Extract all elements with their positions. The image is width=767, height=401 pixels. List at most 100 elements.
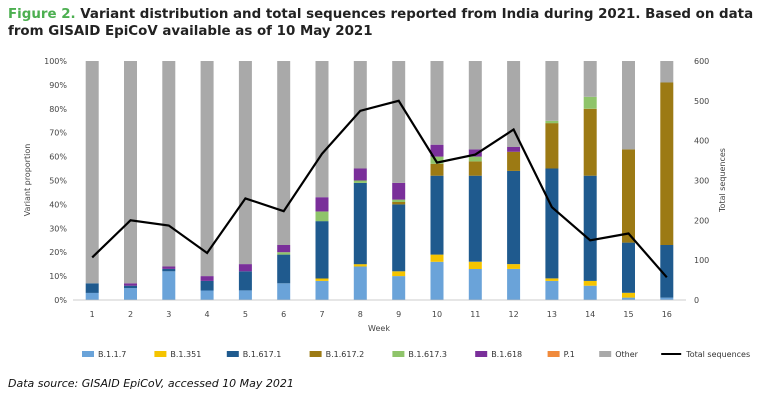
bar-b-1-618-week-7 [315,197,329,212]
bar-b-1-618-week-3 [162,266,176,269]
bar-b-1-617-1-week-9 [392,204,406,272]
legend-swatch [154,351,167,357]
bar-b-1-617-2-week-13 [545,123,559,169]
bar-b-1-617-3-week-8 [353,180,367,183]
bar-b-1-1-7-week-16 [660,297,674,300]
x-tick-label: 12 [509,310,519,319]
variant-chart: 0%10%20%30%40%50%60%70%80%90%100% 010020… [23,57,750,359]
bar-b-1-618-week-10 [430,144,444,157]
y-tick-label: 0% [54,296,67,305]
y-tick-label: 80% [49,105,67,114]
x-tick-label: 10 [432,310,442,319]
bar-other-week-9 [392,61,406,183]
bar-b-1-351-week-14 [583,280,597,286]
legend-label: B.1.618 [491,350,522,359]
bar-b-1-617-2-week-15 [622,149,635,243]
bar-b-1-617-1-week-2 [124,285,137,289]
y2-tick-label: 400 [694,137,709,146]
x-tick-label: 11 [470,310,480,319]
x-tick-label: 14 [585,310,595,319]
legend-label: B.1.351 [170,350,201,359]
bar-layer [85,61,674,300]
bar-other-week-16 [660,61,674,83]
x-tick-label: 1 [90,310,95,319]
x-tick-label: 2 [128,310,133,319]
bar-b-1-617-2-week-16 [660,82,674,245]
bar-b-1-617-2-week-12 [507,151,521,171]
bar-b-1-1-7-week-15 [622,297,635,300]
y-axis-ticks: 0% 10% 20% 30% 40% 50% 60% 70% 80% 90% 100% [44,57,67,305]
figure-title-text: Variant distribution and total sequences… [8,7,754,39]
bar-b-1-351-week-11 [468,261,482,269]
bar-other-week-1 [85,61,99,284]
legend: B.1.1.7 B.1.351 B.1.617.1 B.1.617.2 B.1.617.… [82,350,750,359]
bar-b-1-1-7-week-10 [430,261,444,300]
bar-b-1-617-3-week-10 [430,156,444,164]
bar-b-1-1-7-week-4 [200,290,214,300]
bar-other-week-14 [583,61,597,97]
bar-other-week-6 [277,61,291,245]
legend-swatch [82,351,94,357]
x-tick-label: 7 [319,310,324,319]
x-tick-label: 16 [662,310,672,319]
bar-b-1-617-3-week-13 [545,120,559,124]
bar-b-1-617-1-week-11 [468,175,482,262]
y-tick-label: 70% [49,129,67,138]
bar-b-1-617-1-week-3 [162,268,176,272]
bar-b-1-618-week-9 [392,182,406,200]
y2-tick-label: 100 [694,256,709,265]
bar-b-1-617-3-week-6 [277,252,291,255]
y2-tick-label: 600 [694,57,709,66]
bar-other-week-3 [162,61,176,267]
y2-tick-label: 200 [694,216,709,225]
bar-b-1-618-week-6 [277,245,291,253]
bar-other-week-4 [200,61,214,277]
bar-other-week-8 [353,61,367,169]
legend-item-b-1-1-7: B.1.1.7 [82,350,126,359]
y2-tick-label: 300 [694,177,709,186]
bar-b-1-617-1-week-12 [507,170,521,265]
bar-b-1-617-2-week-14 [583,108,597,176]
bar-b-1-617-1-week-10 [430,175,444,255]
bar-b-1-351-week-12 [507,264,521,269]
bar-b-1-617-3-week-9 [392,199,406,202]
x-tick-label: 13 [547,310,557,319]
bar-b-1-1-7-week-12 [507,268,521,300]
bar-b-1-617-1-week-5 [238,271,252,291]
bar-other-week-2 [124,61,137,284]
bar-b-1-618-week-4 [200,276,214,281]
legend-item-p-1: P.1 [547,350,575,359]
bar-b-1-1-7-week-5 [238,290,252,300]
bar-b-1-1-7-week-11 [468,268,482,300]
bar-other-week-13 [545,61,559,121]
bar-b-1-1-7-week-8 [353,266,367,300]
bar-b-1-1-7-week-3 [162,271,176,300]
bar-b-1-617-1-week-6 [277,254,291,284]
x-axis-label: Week [368,324,390,333]
bar-b-1-617-2-week-10 [430,163,444,176]
legend-swatch [309,351,322,357]
bar-b-1-351-week-7 [315,278,329,281]
legend-swatch [475,351,488,357]
bar-b-1-617-3-week-14 [583,96,597,109]
bar-b-1-617-3-week-7 [315,211,329,222]
bar-b-1-617-1-week-8 [353,182,367,265]
y-tick-label: 30% [49,224,67,233]
bar-b-1-617-1-week-14 [583,175,597,281]
bar-other-week-5 [238,61,252,265]
bar-other-week-10 [430,61,444,145]
y2-tick-label: 0 [694,296,699,305]
legend-swatch [226,351,239,357]
legend-item-b-1-618: B.1.618 [475,350,522,359]
x-tick-label: 4 [205,310,210,319]
bar-b-1-618-week-11 [468,149,482,157]
bar-other-week-15 [622,61,635,150]
bar-b-1-351-week-13 [545,278,559,281]
legend-label: B.1.617.1 [243,350,282,359]
figure-title: Figure 2. Variant distribution and total… [8,6,760,40]
y2-axis-ticks: 0 100 200 300 400 500 600 [694,57,709,305]
bar-other-week-12 [507,61,521,147]
y-tick-label: 50% [49,177,67,186]
bar-b-1-1-7-week-14 [583,285,597,300]
y-tick-label: 90% [49,81,67,90]
